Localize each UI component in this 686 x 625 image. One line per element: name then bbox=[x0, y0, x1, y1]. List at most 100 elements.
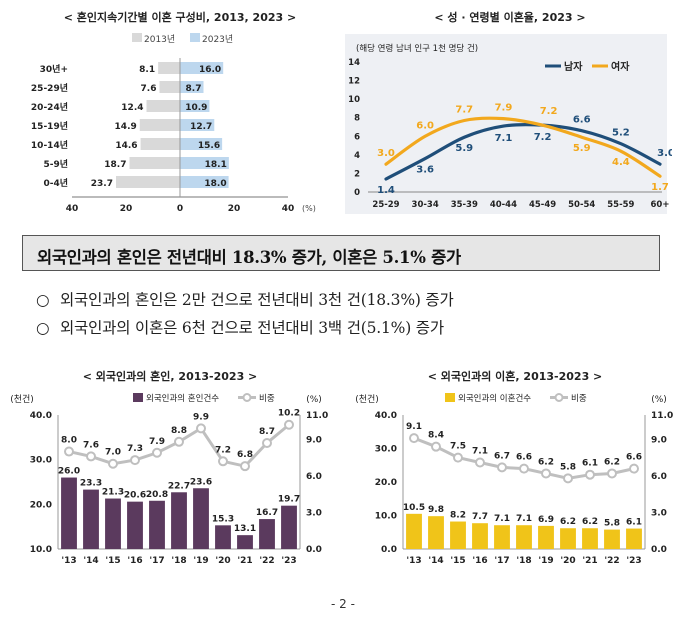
left-tick-label: 0.0 bbox=[381, 545, 397, 555]
chart-title: < 외국인과의 혼인, 2013-2023 > bbox=[83, 369, 258, 383]
ratio-marker bbox=[585, 469, 595, 480]
bar bbox=[105, 498, 121, 549]
left-tick-label: 40.0 bbox=[375, 411, 397, 421]
category-label: 15-19년 bbox=[31, 120, 68, 132]
legend-label-male: 남자 bbox=[564, 60, 583, 73]
ratio-value-label: 8.4 bbox=[428, 431, 444, 441]
y-tick-label: 6 bbox=[354, 132, 360, 142]
x-tick-label: '14 bbox=[83, 556, 98, 566]
chart-title: < 혼인지속기간별 이혼 구성비, 2013, 2023 > bbox=[64, 10, 296, 24]
bullet-text: 외국인과의 혼인은 2만 건으로 전년대비 3천 건(18.3%) 증가 bbox=[60, 291, 454, 309]
male-value-label: 7.1 bbox=[495, 133, 513, 144]
y-tick-label: 2 bbox=[354, 169, 360, 179]
value-label-2013: 8.1 bbox=[139, 65, 155, 75]
ratio-marker bbox=[86, 451, 96, 462]
category-label: 10-14년 bbox=[31, 139, 68, 151]
right-tick-label: 3.0 bbox=[306, 508, 322, 518]
bullet-divorce: ○ 외국인과의 이혼은 6천 건으로 전년대비 3백 건(5.1%) 증가 bbox=[36, 316, 444, 338]
x-tick-label: '21 bbox=[582, 556, 597, 566]
bar-2013 bbox=[140, 138, 180, 150]
bullet-mark: ○ bbox=[36, 319, 50, 337]
x-tick-label: '16 bbox=[127, 556, 142, 566]
agesex-chart-panel: < 성 · 연령별 이혼율, 2023 > (해당 연령 남녀 인구 1천 명당 … bbox=[342, 0, 675, 225]
female-value-label: 3.0 bbox=[377, 148, 395, 159]
bar bbox=[83, 489, 99, 549]
bar-value-label: 13.1 bbox=[234, 524, 256, 534]
female-value-label: 4.4 bbox=[612, 157, 630, 168]
x-tick-label: '19 bbox=[193, 556, 208, 566]
x-tick-label: '22 bbox=[604, 556, 619, 566]
legend-label-2013: 2013년 bbox=[144, 34, 175, 45]
bar-value-label: 6.9 bbox=[538, 515, 554, 525]
x-tick-label: '15 bbox=[105, 556, 120, 566]
x-tick-label: '23 bbox=[626, 556, 641, 566]
x-tick-label: '17 bbox=[494, 556, 509, 566]
category-label: 5-9년 bbox=[43, 158, 68, 170]
bullet-marriage: ○ 외국인과의 혼인은 2만 건으로 전년대비 3천 건(18.3%) 증가 bbox=[36, 288, 454, 310]
ratio-value-label: 7.6 bbox=[83, 440, 99, 450]
bar bbox=[560, 528, 576, 549]
value-label-2023: 18.1 bbox=[205, 160, 227, 170]
male-line bbox=[384, 122, 662, 181]
bar bbox=[259, 519, 275, 549]
female-value-label: 1.7 bbox=[651, 182, 669, 193]
right-tick-label: 6.0 bbox=[651, 472, 667, 482]
bar-value-label: 16.7 bbox=[256, 508, 278, 518]
x-unit-label: (%) bbox=[302, 204, 316, 213]
x-tick-label: 35-39 bbox=[451, 200, 478, 210]
ratio-marker bbox=[284, 419, 294, 430]
category-label: 20-24년 bbox=[31, 101, 68, 113]
y-tick-label: 10 bbox=[348, 95, 360, 105]
y-tick-label: 0 bbox=[354, 188, 360, 198]
value-label-2023: 15.6 bbox=[198, 141, 220, 151]
x-tick-label: 55-59 bbox=[607, 200, 634, 210]
x-tick-label: 20 bbox=[228, 204, 241, 214]
bar bbox=[472, 523, 488, 549]
ratio-marker bbox=[130, 455, 140, 466]
bar bbox=[626, 528, 642, 549]
bar-2023 bbox=[180, 81, 204, 93]
headline-box: 외국인과의 혼인은 전년대비 18.3% 증가, 이혼은 5.1% 증가 bbox=[22, 235, 660, 271]
ratio-value-label: 7.3 bbox=[127, 444, 143, 454]
bar-value-label: 7.1 bbox=[494, 514, 510, 524]
bar bbox=[237, 535, 253, 549]
value-label-2023: 12.7 bbox=[190, 122, 212, 132]
marriage-chart: < 외국인과의 혼인, 2013-2023 > (천건) (%) 외국인과의 혼인건수… bbox=[10, 369, 328, 566]
ratio-marker bbox=[262, 438, 272, 449]
ratio-marker bbox=[607, 468, 617, 479]
value-label-2023: 16.0 bbox=[199, 65, 221, 75]
bar bbox=[193, 488, 209, 549]
ratio-value-label: 6.7 bbox=[494, 451, 510, 461]
duration-chart: < 혼인지속기간별 이혼 구성비, 2013, 2023 > 2013년 2023년… bbox=[31, 10, 316, 214]
divorce-chart-panel: < 외국인과의 이혼, 2013-2023 > (천건) (%) 외국인과의 이혼건수… bbox=[345, 362, 685, 577]
bar bbox=[215, 525, 231, 549]
x-tick-label: 40-44 bbox=[490, 200, 517, 210]
left-unit-label: (천건) bbox=[10, 394, 34, 405]
right-tick-label: 9.0 bbox=[306, 435, 322, 445]
left-tick-label: 20.0 bbox=[30, 500, 52, 510]
bar-value-label: 21.3 bbox=[102, 488, 124, 498]
bar-value-label: 8.2 bbox=[450, 511, 466, 521]
bar-2023 bbox=[180, 100, 210, 112]
bar bbox=[516, 525, 532, 549]
ratio-value-label: 7.2 bbox=[215, 445, 231, 455]
bar-value-label: 20.6 bbox=[124, 491, 146, 501]
bar-value-label: 22.7 bbox=[168, 481, 190, 491]
ratio-value-label: 9.1 bbox=[406, 422, 422, 432]
bar-2013 bbox=[158, 62, 180, 74]
right-tick-label: 11.0 bbox=[651, 411, 673, 421]
bar bbox=[61, 477, 77, 549]
ratio-marker bbox=[453, 452, 463, 463]
bar-value-label: 15.3 bbox=[212, 514, 234, 524]
x-tick-label: 50-54 bbox=[568, 200, 595, 210]
ratio-marker bbox=[629, 463, 639, 474]
female-line bbox=[384, 116, 662, 178]
category-label: 0-4년 bbox=[43, 177, 68, 189]
legend-marker-ratio bbox=[554, 393, 564, 402]
x-tick-label: 20 bbox=[120, 204, 133, 214]
bar-2013 bbox=[116, 176, 180, 188]
ratio-marker bbox=[218, 456, 228, 467]
ratio-marker bbox=[475, 457, 485, 468]
x-tick-label: '16 bbox=[472, 556, 487, 566]
value-label-2023: 18.0 bbox=[204, 179, 226, 189]
